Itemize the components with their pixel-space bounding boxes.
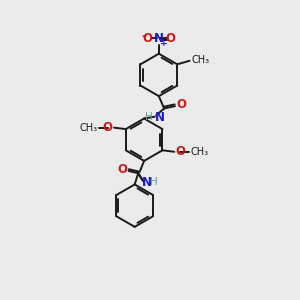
Text: N: N bbox=[142, 176, 152, 189]
Text: O: O bbox=[176, 145, 185, 158]
Text: CH₃: CH₃ bbox=[80, 123, 98, 133]
Text: +: + bbox=[160, 39, 167, 48]
Text: CH₃: CH₃ bbox=[191, 147, 209, 157]
Text: O: O bbox=[165, 32, 175, 45]
Text: CH₃: CH₃ bbox=[192, 55, 210, 65]
Text: H: H bbox=[150, 177, 158, 187]
Text: O: O bbox=[176, 98, 187, 111]
Text: -: - bbox=[141, 30, 146, 43]
Text: N: N bbox=[155, 111, 165, 124]
Text: N: N bbox=[154, 32, 164, 45]
Text: O: O bbox=[117, 163, 127, 176]
Text: H: H bbox=[145, 112, 152, 122]
Text: O: O bbox=[142, 32, 153, 45]
Text: O: O bbox=[103, 121, 113, 134]
